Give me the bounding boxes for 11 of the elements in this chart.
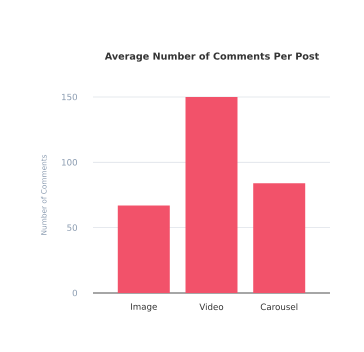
y-tick-label: 100: [62, 159, 78, 166]
bar: [186, 96, 238, 293]
chart-title: Average Number of Comments Per Post: [104, 52, 319, 62]
x-tick-label: Carousel: [260, 303, 298, 310]
bar: [253, 183, 306, 293]
x-tick-label: Image: [131, 303, 157, 312]
bar: [118, 205, 170, 293]
y-tick-label: 50: [67, 224, 78, 231]
y-tick-label: 150: [62, 94, 78, 100]
y-tick-label: 0: [72, 290, 78, 296]
x-tick-label: Video: [199, 303, 224, 310]
